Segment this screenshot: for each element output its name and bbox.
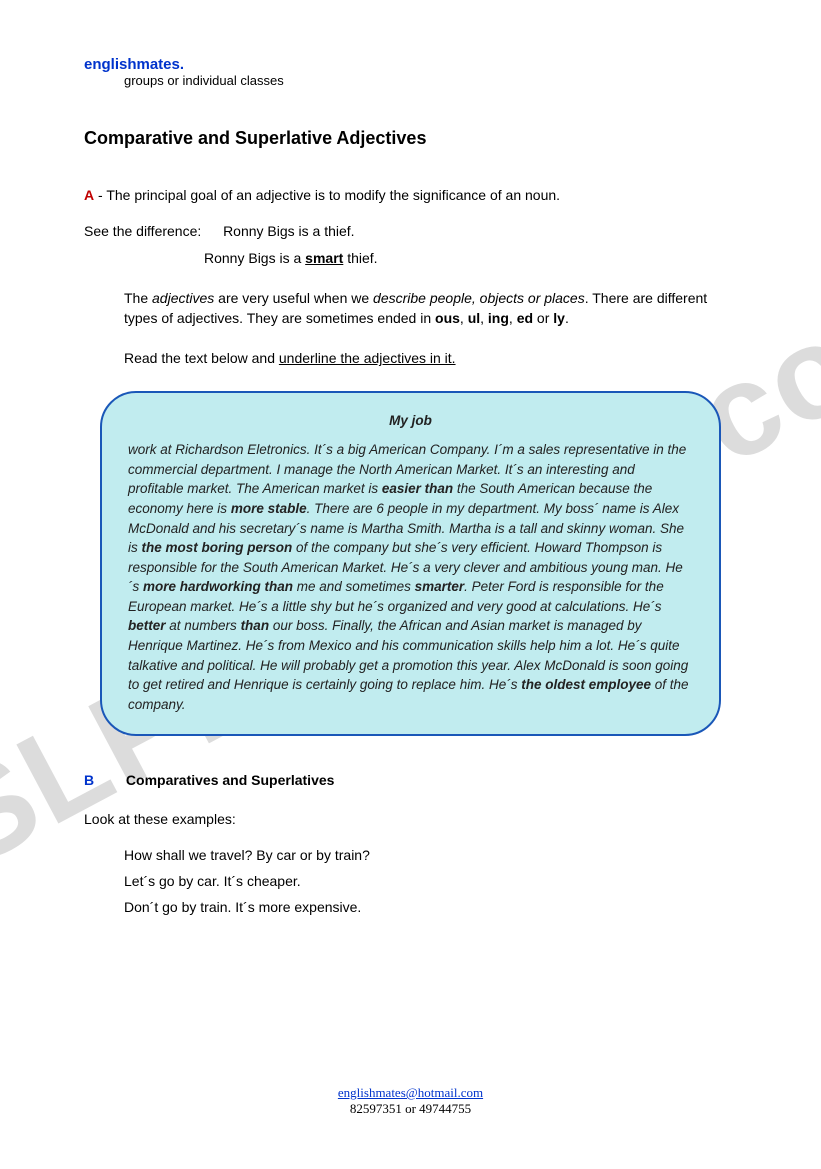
b-example-2: Let´s go by car. It´s cheaper.: [84, 871, 737, 891]
p1-it1: adjectives: [152, 290, 214, 306]
b-example-3: Don´t go by train. It´s more expensive.: [84, 897, 737, 917]
example-2: Ronny Bigs is a smart thief.: [84, 248, 737, 268]
bb8: the oldest employee: [521, 677, 651, 692]
section-b-lead: Look at these examples:: [84, 809, 737, 829]
suffix-ing: ing: [488, 310, 509, 326]
example-2-post: thief.: [343, 250, 377, 266]
bb1: easier than: [382, 481, 453, 496]
p1-mid1: are very useful when we: [214, 290, 373, 306]
box-title: My job: [128, 411, 693, 431]
paragraph-adjective-types: The adjectives are very useful when we d…: [84, 288, 737, 329]
bb3: the most boring person: [142, 540, 293, 555]
page-footer: englishmates@hotmail.com 82597351 or 497…: [0, 1085, 821, 1117]
p1-c2: ,: [480, 310, 488, 326]
page-content: englishmates. groups or individual class…: [0, 0, 821, 964]
bb2: more stable: [231, 501, 307, 516]
footer-phone: 82597351 or 49744755: [350, 1101, 471, 1116]
instr-pre: Read the text below and: [124, 350, 279, 366]
b-example-1: How shall we travel? By car or by train?: [84, 845, 737, 865]
brand-subtitle: groups or individual classes: [124, 73, 737, 88]
p1-c1: ,: [460, 310, 468, 326]
suffix-ul: ul: [468, 310, 480, 326]
section-a-intro-text: - The principal goal of an adjective is …: [94, 187, 560, 203]
suffix-ly: ly: [553, 310, 565, 326]
instr-underline: underline the adjectives in it.: [279, 350, 456, 366]
reading-box: My job work at Richardson Eletronics. It…: [100, 391, 721, 736]
section-b-heading: B Comparatives and Superlatives: [84, 770, 737, 790]
bb5: smarter: [415, 579, 465, 594]
p1-end: .: [565, 310, 569, 326]
bb4: more hardworking than: [143, 579, 293, 594]
see-difference-row: See the difference: Ronny Bigs is a thie…: [84, 221, 737, 241]
suffix-ous: ous: [435, 310, 460, 326]
bt5: me and sometimes: [293, 579, 415, 594]
brand-name: englishmates.: [84, 56, 737, 73]
instruction-line: Read the text below and underline the ad…: [84, 348, 737, 368]
suffix-ed: ed: [517, 310, 533, 326]
section-a-letter: A: [84, 187, 94, 203]
p1-c3: ,: [509, 310, 517, 326]
section-b-title: Comparatives and Superlatives: [126, 772, 335, 788]
p1-pre: The: [124, 290, 152, 306]
page-title: Comparative and Superlative Adjectives: [84, 128, 737, 149]
brand-block: englishmates. groups or individual class…: [84, 56, 737, 88]
p1-or: or: [533, 310, 553, 326]
see-difference-label: See the difference:: [84, 223, 201, 239]
example-1: Ronny Bigs is a thief.: [223, 223, 355, 239]
p1-it2: describe people, objects or places: [373, 290, 585, 306]
example-2-bold: smart: [305, 250, 343, 266]
example-2-pre: Ronny Bigs is a: [204, 250, 305, 266]
footer-email[interactable]: englishmates@hotmail.com: [338, 1085, 483, 1100]
bb7: than: [241, 618, 270, 633]
box-body: work at Richardson Eletronics. It´s a bi…: [128, 440, 693, 714]
bt7: at numbers: [166, 618, 241, 633]
bb6: better: [128, 618, 166, 633]
section-a-intro: A - The principal goal of an adjective i…: [84, 185, 737, 205]
section-b-letter: B: [84, 772, 94, 788]
